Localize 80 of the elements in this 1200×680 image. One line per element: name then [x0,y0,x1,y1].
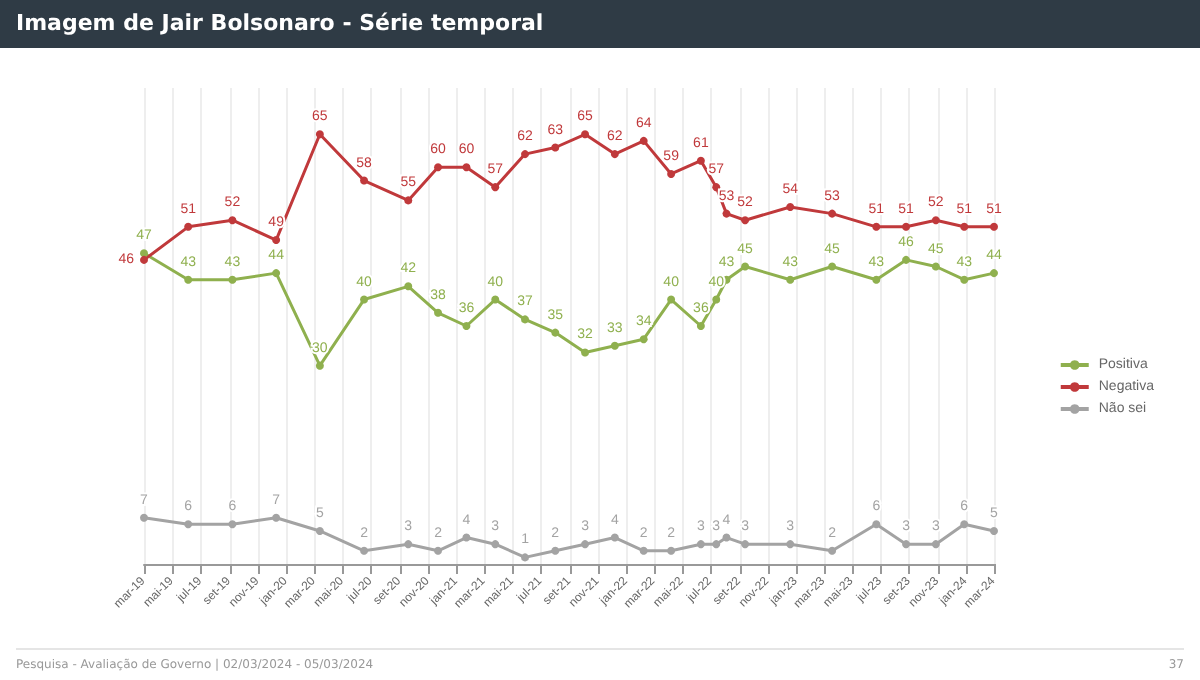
point [828,262,837,271]
point [786,275,795,284]
point [360,295,369,304]
point [786,540,795,549]
point [184,275,193,284]
point [360,176,369,185]
point [228,520,237,529]
point [140,513,148,522]
point [184,222,193,231]
point [315,130,324,139]
point [990,222,998,231]
point [696,322,705,330]
point [872,275,881,284]
point [639,335,648,344]
point [667,169,676,178]
point [551,328,560,337]
point [828,546,837,555]
point [931,540,940,549]
point [610,341,619,350]
point [741,540,750,549]
point [931,262,940,271]
point [610,533,619,542]
point [462,533,471,542]
point [828,209,837,218]
point [639,136,648,145]
point [228,216,237,225]
point [696,156,705,165]
point [315,361,324,370]
point [712,540,721,549]
point [434,308,443,317]
point [434,163,443,172]
point [581,348,590,357]
point [521,553,530,562]
point [551,546,560,555]
point [228,275,237,284]
point [521,315,530,324]
point [272,269,281,278]
point [272,513,281,522]
point [360,546,369,555]
point [786,203,795,211]
point [902,255,911,264]
point [140,249,148,258]
point [315,526,324,535]
point [491,540,500,549]
chart-title: Imagem de Jair Bolsonaro - Série temporal [0,0,1200,48]
point [140,255,148,264]
point [712,295,721,304]
point [667,295,676,304]
point [404,540,413,549]
point [404,196,413,205]
point [696,540,705,549]
point [404,282,413,291]
point [581,540,590,549]
point [902,222,911,231]
point [990,269,998,278]
point [960,520,969,529]
point [491,183,500,192]
point [741,216,750,225]
point [872,222,881,231]
point [960,222,969,231]
point [434,546,443,555]
point [462,322,471,330]
point [462,163,471,172]
point [722,533,731,542]
point [667,546,676,555]
point [610,150,619,159]
point [272,236,281,245]
point [741,262,750,271]
point [902,540,911,549]
point [639,546,648,555]
point [521,150,530,159]
point [990,526,998,535]
point [931,216,940,225]
point [184,520,193,529]
point [581,130,590,139]
point [722,209,731,218]
point [551,143,560,152]
point [491,295,500,304]
point [872,520,881,529]
point [960,275,969,284]
